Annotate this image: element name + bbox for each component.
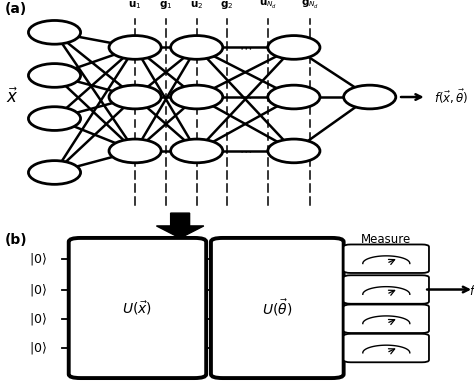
Text: $\cdots$: $\cdots$ bbox=[239, 144, 252, 157]
FancyBboxPatch shape bbox=[211, 238, 344, 378]
Circle shape bbox=[344, 85, 396, 109]
Circle shape bbox=[171, 35, 223, 59]
Text: $\mathbf{g}_1$: $\mathbf{g}_1$ bbox=[159, 0, 173, 11]
Text: $f(\vec{x},\vec{\theta})$: $f(\vec{x},\vec{\theta})$ bbox=[469, 281, 474, 298]
Circle shape bbox=[109, 139, 161, 163]
FancyArrow shape bbox=[156, 213, 204, 238]
Text: $\cdots$: $\cdots$ bbox=[239, 41, 252, 54]
Text: $\mathbf{g}_2$: $\mathbf{g}_2$ bbox=[220, 0, 233, 11]
FancyBboxPatch shape bbox=[344, 244, 429, 273]
Text: $|0\rangle$: $|0\rangle$ bbox=[29, 340, 47, 356]
Text: $\mathbf{g}_{N_d}$: $\mathbf{g}_{N_d}$ bbox=[301, 0, 319, 11]
Text: $U(\vec{\theta})$: $U(\vec{\theta})$ bbox=[262, 298, 292, 318]
Circle shape bbox=[109, 35, 161, 59]
Circle shape bbox=[28, 107, 81, 131]
Text: $\mathbf{u}_1$: $\mathbf{u}_1$ bbox=[128, 0, 142, 11]
FancyBboxPatch shape bbox=[344, 305, 429, 333]
Circle shape bbox=[28, 161, 81, 184]
Circle shape bbox=[268, 35, 320, 59]
Text: Measure: Measure bbox=[361, 233, 411, 246]
Text: $|0\rangle$: $|0\rangle$ bbox=[29, 251, 47, 267]
Circle shape bbox=[28, 20, 81, 44]
Text: $|0\rangle$: $|0\rangle$ bbox=[29, 311, 47, 327]
Circle shape bbox=[28, 64, 81, 87]
Text: $|0\rangle$: $|0\rangle$ bbox=[29, 281, 47, 298]
Text: (a): (a) bbox=[5, 2, 27, 16]
Text: (b): (b) bbox=[5, 233, 27, 246]
FancyBboxPatch shape bbox=[344, 275, 429, 304]
Circle shape bbox=[171, 139, 223, 163]
FancyBboxPatch shape bbox=[344, 334, 429, 362]
Circle shape bbox=[109, 85, 161, 109]
Text: $\mathbf{u}_2$: $\mathbf{u}_2$ bbox=[190, 0, 203, 11]
Circle shape bbox=[268, 139, 320, 163]
Text: $f(\vec{x},\vec{\theta})$: $f(\vec{x},\vec{\theta})$ bbox=[434, 88, 468, 106]
Text: $\vec{x}$: $\vec{x}$ bbox=[6, 87, 18, 107]
FancyBboxPatch shape bbox=[69, 238, 206, 378]
Text: $\mathbf{u}_{N_d}$: $\mathbf{u}_{N_d}$ bbox=[259, 0, 277, 11]
Text: $\cdots$: $\cdots$ bbox=[239, 90, 252, 104]
Text: $U(\vec{x})$: $U(\vec{x})$ bbox=[122, 299, 153, 317]
Circle shape bbox=[171, 85, 223, 109]
Circle shape bbox=[268, 85, 320, 109]
